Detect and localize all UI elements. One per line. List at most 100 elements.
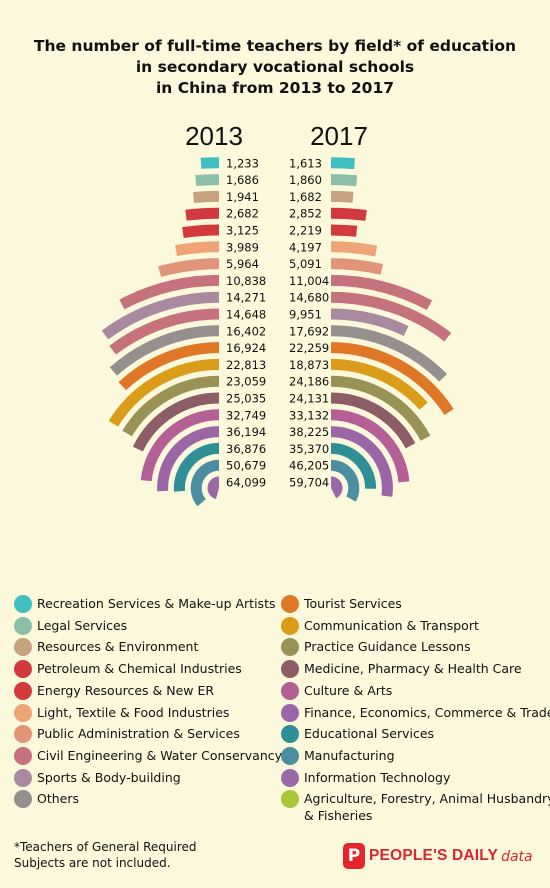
brand: P PEOPLE'S DAILY data (343, 843, 533, 869)
legend-swatch-icon (281, 660, 299, 679)
legend-item-right-2: Practice Guidance Lessons (281, 638, 471, 657)
arc-2013-12 (108, 358, 220, 427)
legend-item-right-1: Communication & Transport (281, 616, 479, 635)
legend-item-right-4: Culture & Arts (281, 681, 393, 700)
arc-2013-14 (132, 392, 220, 452)
brand-suffix: data (501, 849, 533, 865)
legend-label: Agriculture, Forestry, Animal Husbandry (304, 791, 550, 807)
arcs-2013 (101, 157, 220, 507)
arc-2017-19 (330, 476, 343, 499)
legend-swatch-icon (14, 595, 32, 613)
brand-name: PEOPLE'S DAILY (369, 847, 499, 864)
value-label-2017-9: 9,951 (289, 308, 322, 322)
legend-item-right-8: Information Technology (281, 768, 450, 787)
arc-2013-2 (193, 190, 220, 203)
value-label-2017-16: 38,225 (289, 425, 329, 439)
value-label-2013-7: 10,838 (226, 274, 266, 288)
value-label-2013-14: 25,035 (226, 392, 266, 406)
arc-2017-11 (330, 342, 454, 416)
title-line-2: in secondary vocational schools (135, 58, 415, 76)
legend-swatch-icon (14, 616, 32, 635)
legend-swatch-icon (281, 595, 299, 613)
arc-2017-5 (330, 241, 378, 257)
arc-2017-4 (330, 224, 358, 237)
arc-2013-17 (173, 442, 220, 492)
title-line-1: The number of full-time teachers by fiel… (33, 37, 517, 55)
arc-2013-11 (118, 342, 220, 391)
legend-item-left-7: Civil Engineering & Water Conservancy (14, 746, 282, 765)
value-label-2017-15: 33,132 (289, 408, 329, 422)
value-label-2017-13: 24,186 (289, 375, 329, 389)
legend-swatch-icon (14, 660, 32, 679)
legend-label: Resources & Environment (37, 639, 199, 655)
legend-label: Legal Services (37, 617, 128, 633)
arc-2013-5 (175, 241, 220, 257)
value-label-2013-4: 3,125 (226, 224, 259, 238)
radial-bar-chart: 2013 2017 1,233 1,686 1,941 2,682 3,125 3,989… (101, 121, 454, 507)
value-label-2017-11: 22,259 (289, 341, 329, 355)
arcs-2017 (330, 157, 454, 502)
value-label-2013-10: 16,402 (226, 324, 266, 338)
value-label-2013-9: 14,648 (226, 308, 266, 322)
legend-label: Recreation Services & Make-up Artists (37, 596, 276, 611)
legend-item-right-7: Manufacturing (281, 746, 395, 765)
legend-swatch-icon (14, 790, 32, 809)
legend-item-right-0: Tourist Services (281, 595, 402, 613)
value-label-2013-3: 2,682 (226, 207, 259, 221)
legend-item-right-9: Agriculture, Forestry, Animal Husbandry (281, 790, 550, 809)
legend-item-right-5: Finance, Economics, Commerce & Trade (281, 703, 550, 722)
arc-2017-3 (330, 207, 367, 221)
arc-2013-16 (157, 426, 220, 492)
value-label-2013-6: 5,964 (226, 257, 259, 271)
value-label-2017-7: 11,004 (289, 274, 329, 288)
arc-2013-8 (101, 291, 220, 340)
arc-2013-7 (119, 274, 220, 310)
arc-2017-16 (330, 426, 393, 497)
arc-2017-12 (330, 358, 428, 410)
value-label-2017-10: 17,692 (289, 324, 329, 338)
value-label-2013-5: 3,989 (226, 240, 259, 254)
value-label-2017-8: 14,680 (289, 291, 329, 305)
value-labels-2017: 1,613 1,860 1,682 2,852 2,219 4,197 5,091 11,00… (289, 156, 329, 489)
chart-title: The number of full-time teachers by fiel… (0, 36, 550, 99)
arc-2017-9 (330, 308, 409, 337)
legend-item-right-10: & Fisheries (281, 808, 372, 823)
value-label-2013-16: 36,194 (226, 425, 266, 439)
value-label-2013-11: 16,924 (226, 341, 266, 355)
arc-2017-1 (330, 174, 358, 187)
value-label-2017-3: 2,852 (289, 207, 322, 221)
legend-swatch-icon (14, 725, 32, 744)
legend-label: Medicine, Pharmacy & Health Care (304, 661, 522, 677)
legend-item-left-5: Light, Textile & Food Industries (14, 703, 229, 722)
legend-swatch-icon (281, 768, 299, 787)
legend-swatch-icon (14, 746, 32, 765)
value-label-2013-17: 36,876 (226, 442, 266, 456)
legend-label: Energy Resources & New ER (37, 682, 215, 698)
legend-swatch-icon (281, 703, 299, 722)
legend-item-left-3: Petroleum & Chemical Industries (14, 660, 242, 679)
arc-2017-6 (330, 258, 384, 275)
legend-label: Culture & Arts (304, 682, 393, 698)
value-label-2013-19: 64,099 (226, 476, 266, 490)
arc-2017-18 (330, 459, 360, 502)
legend-item-left-8: Sports & Body-building (14, 768, 181, 787)
year-label-2013: 2013 (185, 121, 243, 151)
legend-swatch-icon (14, 681, 32, 700)
arc-2013-13 (122, 375, 220, 437)
value-label-2013-13: 23,059 (226, 375, 266, 389)
legend-swatch-icon (281, 790, 299, 809)
legend-label: Others (37, 791, 80, 807)
arc-2017-14 (330, 392, 416, 449)
arc-2013-15 (140, 409, 220, 482)
brand-logo-icon: P (343, 843, 365, 869)
arc-2017-8 (330, 291, 452, 342)
arc-2017-10 (330, 325, 448, 382)
value-label-2017-12: 18,873 (289, 358, 329, 372)
arc-2017-13 (330, 375, 431, 441)
arc-2013-4 (182, 224, 220, 238)
legend-item-left-6: Public Administration & Services (14, 725, 240, 744)
legend-label: Practice Guidance Lessons (304, 639, 471, 655)
footnote-line-2: Subjects are not included. (14, 856, 171, 870)
value-label-2013-12: 22,813 (226, 358, 266, 372)
footnote-line-1: *Teachers of General Required (14, 840, 197, 854)
